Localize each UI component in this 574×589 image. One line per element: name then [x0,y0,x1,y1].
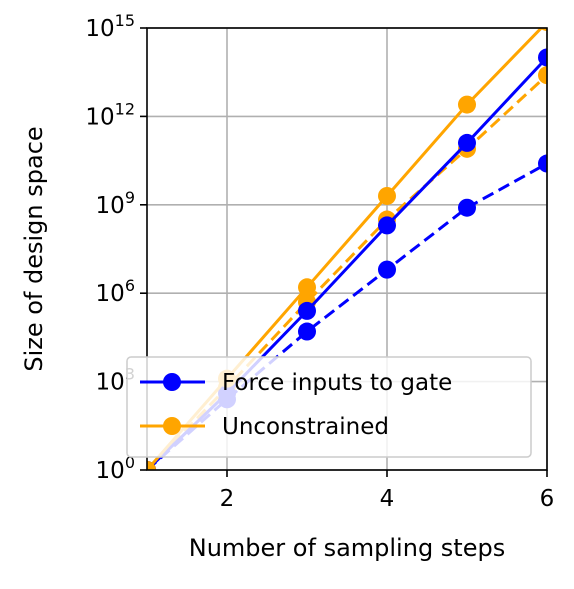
data-point-force-inputs-to-gate-solid [458,133,476,152]
data-point-force-inputs-to-gate-dashed [538,154,547,173]
x-tick-label: 4 [380,486,395,512]
y-tick-label: 1015 [85,11,135,42]
plot-frame [146,27,548,471]
data-point-unconstrained-dashed [538,66,547,85]
y-tick-label: 109 [96,188,135,219]
legend: Force inputs to gate Unconstrained [126,356,532,458]
data-point-force-inputs-to-gate-solid [378,216,396,235]
data-point-force-inputs-to-gate-dashed [458,198,476,217]
data-point-unconstrained-solid [458,95,476,114]
data-point-unconstrained-solid [378,186,396,205]
data-point-force-inputs-to-gate-dashed [378,260,396,279]
data-point-unconstrained-solid [298,278,316,297]
legend-marker-unconstrained [163,417,181,435]
y-axis-title: Size of design space [20,126,48,371]
x-axis-title: Number of sampling steps [189,534,505,562]
y-tick-label: 106 [96,276,135,307]
data-point-force-inputs-to-gate-dashed [298,322,316,341]
y-tick-label: 100 [96,453,135,484]
legend-marker-force [163,373,181,391]
ticks: 24610010310610910121015 [85,11,554,512]
data-point-force-inputs-to-gate-solid [298,301,316,320]
series-line-force-inputs-to-gate-dashed [147,162,547,470]
legend-label-unconstrained: Unconstrained [222,414,389,440]
data-point-force-inputs-to-gate-solid [538,48,547,67]
y-tick-label: 1012 [85,99,135,130]
legend-box [126,356,532,458]
x-tick-label: 6 [540,486,555,512]
legend-label-force: Force inputs to gate [222,370,452,396]
data-point-unconstrained-solid [147,461,156,470]
x-tick-label: 2 [220,486,235,512]
